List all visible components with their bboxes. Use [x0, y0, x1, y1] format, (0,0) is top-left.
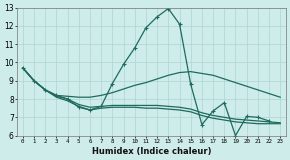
X-axis label: Humidex (Indice chaleur): Humidex (Indice chaleur)	[92, 147, 211, 156]
